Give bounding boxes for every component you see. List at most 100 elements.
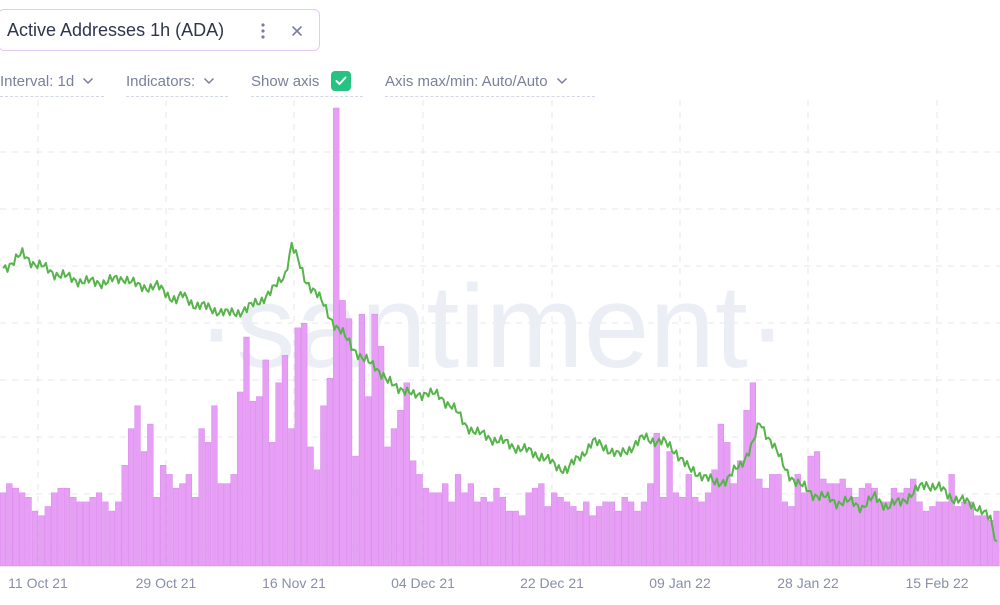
- bar: [903, 487, 910, 567]
- indicators-dropdown[interactable]: Indicators:: [126, 66, 228, 97]
- bar: [474, 501, 481, 567]
- bar: [595, 506, 603, 567]
- bar: [762, 487, 769, 567]
- indicators-label: Indicators:: [126, 72, 196, 90]
- bar: [12, 487, 19, 567]
- chart-area[interactable]: ·santiment· 11 Oct 21 29 Oct 21 16 Nov 21 0…: [0, 100, 1000, 600]
- bar: [442, 483, 449, 567]
- bar: [307, 446, 314, 567]
- bar: [858, 487, 865, 567]
- bar: [224, 483, 231, 567]
- line-series: [2, 241, 998, 543]
- interval-label: Interval: 1d: [0, 72, 75, 90]
- bar: [724, 442, 731, 567]
- active-addresses-line: [2, 241, 998, 543]
- bar: [89, 497, 96, 567]
- bar: [371, 313, 378, 567]
- bar: [640, 501, 648, 567]
- active-addresses-chart[interactable]: ·santiment· 11 Oct 21 29 Oct 21 16 Nov 21 0…: [0, 100, 1000, 600]
- chevron-down-icon: [203, 77, 215, 85]
- bar: [51, 492, 58, 567]
- bar: [769, 474, 776, 567]
- bar: [845, 487, 853, 567]
- bar: [871, 487, 878, 567]
- bar: [365, 396, 372, 567]
- bar: [583, 501, 590, 567]
- bar: [313, 469, 321, 567]
- bar: [756, 478, 763, 567]
- interval-dropdown[interactable]: Interval: 1d: [0, 66, 104, 97]
- bar: [384, 446, 391, 567]
- bar: [63, 487, 71, 567]
- bar: [31, 510, 39, 567]
- bar: [147, 423, 154, 567]
- bar: [967, 501, 974, 567]
- bar: [108, 510, 115, 567]
- axis-range-dropdown[interactable]: Axis max/min: Auto/Auto: [385, 66, 595, 97]
- bar: [461, 492, 468, 567]
- bar: [910, 478, 917, 567]
- show-axis-toggle[interactable]: Show axis: [251, 66, 363, 97]
- bar: [961, 501, 968, 567]
- bar: [878, 501, 885, 567]
- bar: [717, 423, 724, 567]
- bar: [897, 492, 904, 567]
- bar: [935, 501, 942, 567]
- x-tick-label: 04 Dec 21: [391, 575, 455, 591]
- bar: [486, 501, 494, 567]
- bar: [454, 474, 462, 567]
- bar: [551, 492, 558, 567]
- close-icon[interactable]: [289, 20, 305, 42]
- bar: [660, 497, 667, 567]
- bar: [57, 487, 64, 567]
- bar: [288, 428, 295, 567]
- bar: [852, 497, 859, 567]
- vertical-dots-icon[interactable]: [257, 20, 269, 42]
- x-tick-label: 22 Dec 21: [520, 575, 584, 591]
- bar: [711, 469, 718, 567]
- bar: [807, 455, 814, 567]
- bar: [128, 428, 135, 567]
- bar: [102, 501, 109, 567]
- bar: [422, 487, 430, 567]
- bar: [519, 515, 526, 567]
- bar: [672, 492, 680, 567]
- bar: [980, 515, 987, 567]
- bar: [839, 478, 846, 567]
- bar: [922, 510, 930, 567]
- bar: [333, 107, 340, 567]
- bar: [698, 501, 705, 567]
- bar: [281, 355, 289, 567]
- bar: [44, 506, 51, 567]
- bar: [813, 451, 821, 567]
- bar: [326, 378, 333, 567]
- bar: [416, 474, 423, 567]
- bar: [743, 410, 750, 567]
- bar: [339, 300, 346, 567]
- bar: [211, 405, 218, 567]
- x-tick-label: 09 Jan 22: [649, 575, 711, 591]
- bar: [493, 487, 500, 567]
- bar: [589, 515, 596, 567]
- show-axis-checkbox[interactable]: [331, 71, 352, 91]
- bar: [397, 410, 404, 567]
- bar: [378, 345, 385, 567]
- bar: [974, 515, 981, 567]
- bar: [269, 442, 276, 567]
- bar: [563, 501, 571, 567]
- bar: [435, 492, 442, 567]
- bar: [531, 487, 539, 567]
- bar: [653, 432, 660, 567]
- bar: [736, 460, 744, 567]
- bar: [76, 501, 83, 567]
- bar: [692, 497, 699, 567]
- chart-toolbar: Interval: 1d Indicators: Show axis Axis …: [0, 66, 1000, 98]
- bar: [185, 474, 192, 567]
- bar: [179, 483, 186, 567]
- bar: [499, 497, 507, 567]
- bar: [634, 510, 641, 567]
- widget-header: Active Addresses 1h (ADA): [0, 9, 320, 51]
- bar: [410, 460, 417, 567]
- bar: [544, 506, 551, 567]
- bar: [320, 405, 327, 567]
